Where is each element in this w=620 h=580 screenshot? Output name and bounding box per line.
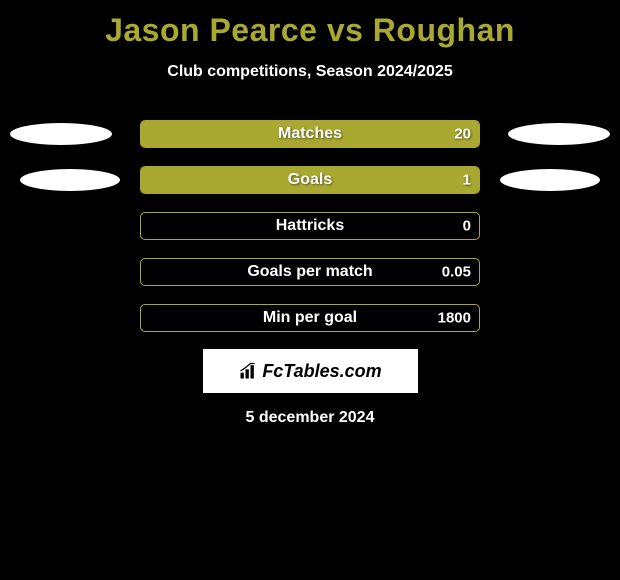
chart-icon bbox=[238, 361, 258, 381]
player-right-ellipse bbox=[500, 169, 600, 191]
player-right-ellipse bbox=[508, 123, 610, 145]
date: 5 december 2024 bbox=[0, 409, 620, 427]
comparison-chart: Matches20 Goals1 Hattricks0 Goals per match… bbox=[0, 119, 620, 333]
stat-bar: Goals per match0.05 bbox=[140, 258, 480, 286]
bar-fill-right bbox=[141, 167, 479, 193]
logo: FcTables.com bbox=[238, 361, 381, 382]
stat-value-right: 1800 bbox=[438, 310, 471, 327]
bar-fill-right bbox=[141, 121, 479, 147]
stat-row: Min per goal1800 bbox=[0, 303, 620, 333]
stat-row: Goals per match0.05 bbox=[0, 257, 620, 287]
stat-bar: Min per goal1800 bbox=[140, 304, 480, 332]
stat-label: Min per goal bbox=[141, 309, 479, 327]
stat-bar: Goals1 bbox=[140, 166, 480, 194]
player-left-ellipse bbox=[10, 123, 112, 145]
page-title: Jason Pearce vs Roughan bbox=[0, 0, 620, 49]
logo-box[interactable]: FcTables.com bbox=[203, 349, 418, 393]
stat-bar: Matches20 bbox=[140, 120, 480, 148]
stat-row: Matches20 bbox=[0, 119, 620, 149]
stat-value-right: 0.05 bbox=[442, 264, 471, 281]
stat-row: Goals1 bbox=[0, 165, 620, 195]
stat-label: Hattricks bbox=[141, 217, 479, 235]
stat-label: Goals per match bbox=[141, 263, 479, 281]
stat-row: Hattricks0 bbox=[0, 211, 620, 241]
stat-bar: Hattricks0 bbox=[140, 212, 480, 240]
subtitle: Club competitions, Season 2024/2025 bbox=[0, 63, 620, 81]
player-left-ellipse bbox=[20, 169, 120, 191]
logo-text: FcTables.com bbox=[262, 361, 381, 382]
stat-value-right: 0 bbox=[463, 218, 471, 235]
